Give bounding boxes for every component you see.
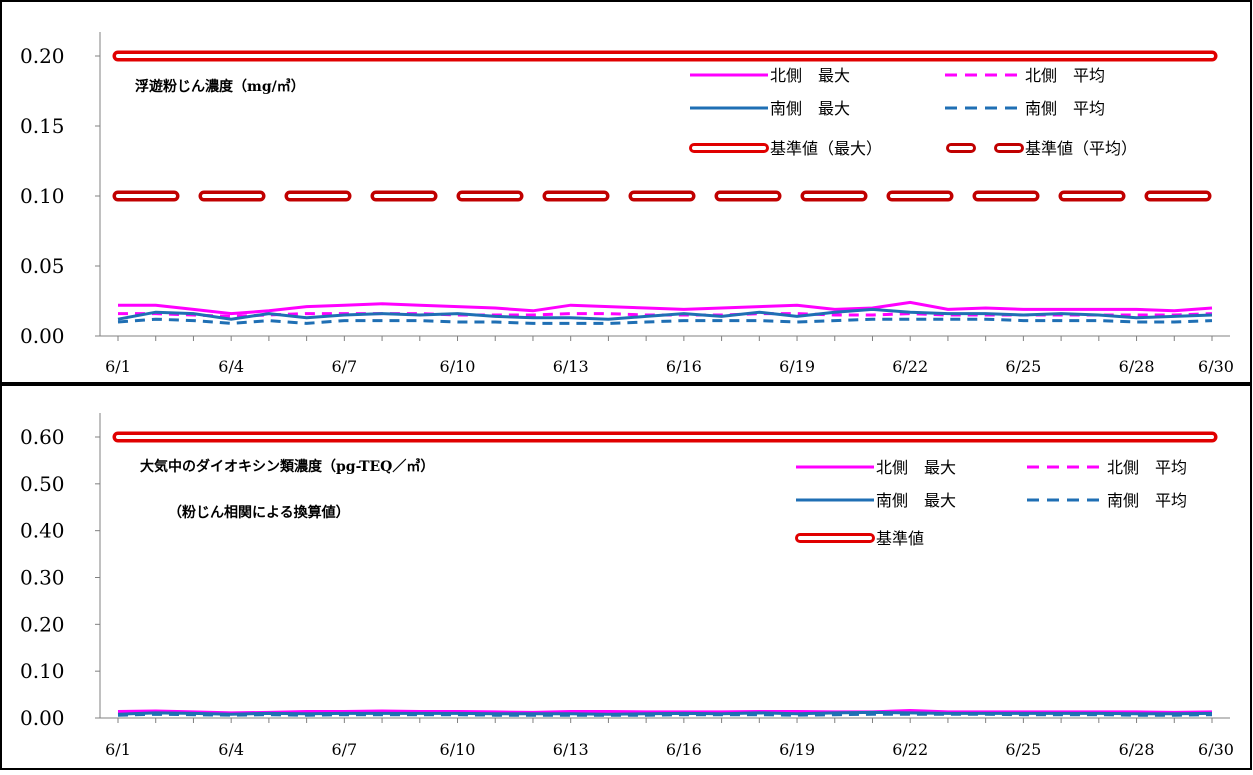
legend-label: 南側 平均 <box>1107 491 1187 510</box>
x-tick-label: 6/22 <box>892 357 928 376</box>
y-tick-label: 0.20 <box>20 44 65 68</box>
x-tick-label: 6/4 <box>218 357 244 376</box>
x-tick-label: 6/25 <box>1005 357 1041 376</box>
legend-item: 北側 最大 <box>796 458 956 477</box>
legend-label: 北側 平均 <box>1025 66 1105 85</box>
legend-label: 南側 平均 <box>1025 99 1105 118</box>
legend-label: 北側 最大 <box>770 66 850 85</box>
legend-item: 南側 最大 <box>796 491 956 510</box>
series-layer <box>118 56 1212 323</box>
legend-label: 基準値（最大） <box>770 139 882 158</box>
series-0 <box>118 302 1212 313</box>
x-tick-label: 6/13 <box>553 357 589 376</box>
y-tick-label: 0.15 <box>20 114 65 138</box>
y-tick-label: 0.60 <box>20 425 65 449</box>
series-layer <box>118 437 1212 715</box>
legend-item: 南側 最大 <box>690 99 850 118</box>
x-tick-label: 6/4 <box>218 740 244 759</box>
x-tick-label: 6/19 <box>779 357 815 376</box>
x-tick-label: 6/1 <box>105 740 131 759</box>
y-tick-label: 0.40 <box>20 519 65 543</box>
legend-label: 南側 最大 <box>770 99 850 118</box>
x-tick-label: 6/28 <box>1119 740 1155 759</box>
x-tick-label: 6/13 <box>553 740 589 759</box>
panel-dioxin: 大気中のダイオキシン類濃度（pg-TEQ／㎥） （粉じん相関による換算値） 0.… <box>20 413 1234 759</box>
chart-subtitle: （粉じん相関による換算値） <box>168 504 350 521</box>
legend-label: 基準値 <box>876 529 924 548</box>
legend-item: 北側 平均 <box>945 66 1105 85</box>
x-tick-label: 6/7 <box>331 357 357 376</box>
legend-item: 南側 平均 <box>1027 491 1187 510</box>
x-tick-label: 6/10 <box>440 740 476 759</box>
chart-title: 大気中のダイオキシン類濃度（pg-TEQ／㎥） <box>140 458 434 475</box>
legend-item: 基準値 <box>800 529 924 548</box>
legend-item: 基準値（平均） <box>951 139 1137 158</box>
legend-item: 北側 最大 <box>690 66 850 85</box>
x-tick-label: 6/16 <box>666 740 702 759</box>
x-tick-label: 6/7 <box>331 740 357 759</box>
y-tick-label: 0.00 <box>20 324 65 348</box>
x-tick-label: 6/30 <box>1198 740 1234 759</box>
x-tick-label: 6/30 <box>1198 357 1234 376</box>
legend-label: 南側 最大 <box>876 491 956 510</box>
y-tick-label: 0.50 <box>20 472 65 496</box>
y-tick-label: 0.00 <box>20 706 65 730</box>
x-tick-label: 6/28 <box>1119 357 1155 376</box>
series-line <box>118 302 1212 313</box>
x-tick-label: 6/22 <box>892 740 928 759</box>
x-tick-label: 6/19 <box>779 740 815 759</box>
legend-label: 北側 最大 <box>876 458 956 477</box>
series-3 <box>118 319 1212 323</box>
x-tick-label: 6/10 <box>440 357 476 376</box>
x-tick-label: 6/16 <box>666 357 702 376</box>
legend-label: 北側 平均 <box>1107 458 1187 477</box>
series-line <box>118 319 1212 323</box>
y-tick-label: 0.10 <box>20 659 65 683</box>
y-tick-label: 0.05 <box>20 254 65 278</box>
x-tick-label: 6/25 <box>1005 740 1041 759</box>
legend-item: 北側 平均 <box>1027 458 1187 477</box>
legend-item: 南側 平均 <box>945 99 1105 118</box>
y-tick-label: 0.10 <box>20 184 65 208</box>
legend-item: 基準値（最大） <box>694 139 882 158</box>
panel-dust: 浮遊粉じん濃度（mg/㎥） 0.00 0.05 0.10 0.15 0.20 6/1 6/4… <box>20 32 1234 376</box>
y-tick-label: 0.30 <box>20 566 65 590</box>
y-tick-label: 0.20 <box>20 612 65 636</box>
chart-title: 浮遊粉じん濃度（mg/㎥） <box>135 78 305 95</box>
x-tick-label: 6/1 <box>105 357 131 376</box>
legend-label: 基準値（平均） <box>1025 139 1137 158</box>
